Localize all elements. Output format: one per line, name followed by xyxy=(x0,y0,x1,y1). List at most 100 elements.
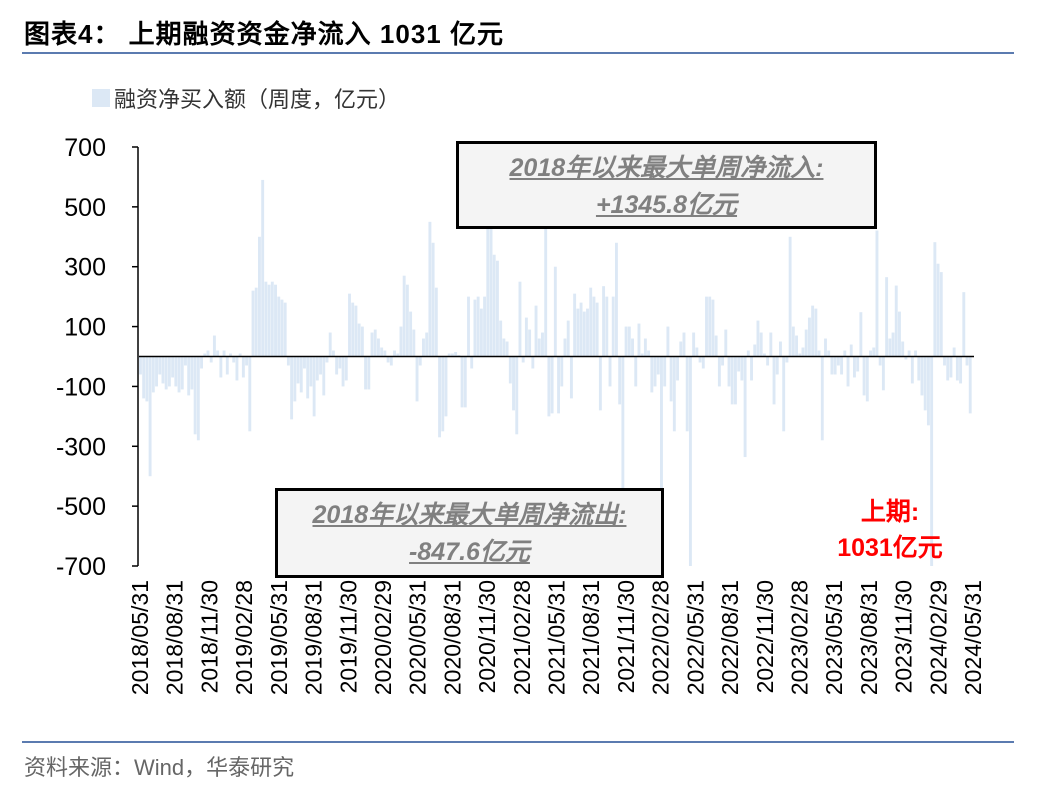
footer-divider xyxy=(22,741,1014,743)
x-tick-label: 2018/05/31 xyxy=(127,580,153,695)
bar xyxy=(750,356,753,381)
bar xyxy=(698,356,702,363)
bar xyxy=(241,356,245,378)
max-inflow-line1: 2018年以来最大单周净流入: xyxy=(509,154,824,182)
max-outflow-line1: 2018年以来最大单周净流出: xyxy=(312,501,627,529)
bar xyxy=(184,356,187,366)
bar xyxy=(309,356,313,387)
bar xyxy=(901,341,905,357)
bar xyxy=(669,356,673,402)
bar xyxy=(560,356,564,387)
max-outflow-annotation: 2018年以来最大单周净流出: -847.6亿元 xyxy=(275,488,664,578)
bar xyxy=(894,285,898,357)
bar xyxy=(348,293,351,357)
bar xyxy=(830,356,834,375)
bar xyxy=(541,332,544,357)
bar xyxy=(280,299,284,357)
bar xyxy=(473,299,477,357)
bar xyxy=(396,353,400,357)
max-inflow-line2: +1345.8亿元 xyxy=(595,191,738,219)
bar xyxy=(492,254,496,357)
bar xyxy=(634,356,638,387)
bar xyxy=(878,356,882,366)
bar xyxy=(158,356,162,375)
bar xyxy=(782,356,786,432)
bar xyxy=(200,356,204,369)
bar xyxy=(325,356,329,363)
x-tick-label: 2023/08/31 xyxy=(856,580,882,695)
y-tick-label: 700 xyxy=(64,134,106,162)
bar xyxy=(270,281,274,357)
bar xyxy=(518,281,522,357)
bar xyxy=(425,332,429,357)
bar xyxy=(148,356,152,477)
bar xyxy=(331,350,335,357)
x-tick-label: 2019/05/31 xyxy=(266,580,292,695)
bar xyxy=(737,356,741,372)
bar xyxy=(959,356,963,384)
x-tick-label: 2020/05/31 xyxy=(405,580,431,695)
bar xyxy=(547,356,551,417)
x-tick-label: 2020/11/30 xyxy=(474,580,500,693)
bar xyxy=(238,353,242,357)
y-tick-label: 500 xyxy=(64,194,106,222)
bar xyxy=(212,335,216,357)
bar xyxy=(422,338,425,357)
bar xyxy=(595,302,599,357)
bar xyxy=(229,353,232,357)
bar xyxy=(885,277,889,357)
bar xyxy=(843,350,847,357)
bar xyxy=(380,347,384,357)
bar xyxy=(907,350,911,357)
bar xyxy=(914,350,918,357)
x-tick-label: 2022/11/30 xyxy=(752,580,778,693)
x-tick-label: 2024/05/31 xyxy=(960,580,986,695)
bar xyxy=(444,356,448,417)
bar xyxy=(779,341,782,357)
bar xyxy=(643,338,647,357)
bar xyxy=(219,356,223,378)
bar xyxy=(164,356,168,390)
bar xyxy=(888,338,892,357)
bar xyxy=(415,356,419,402)
bar xyxy=(608,356,612,387)
bar xyxy=(174,356,178,387)
y-tick-label: 100 xyxy=(64,314,106,342)
bar xyxy=(338,356,342,369)
bar xyxy=(872,347,876,357)
bar xyxy=(952,347,956,357)
bar xyxy=(483,296,487,357)
bar xyxy=(351,302,355,357)
bar xyxy=(579,302,583,357)
bar xyxy=(965,356,969,366)
bar xyxy=(853,356,856,378)
bar xyxy=(405,284,409,357)
bar xyxy=(743,356,747,458)
bar xyxy=(528,329,532,357)
x-tick-label: 2022/08/31 xyxy=(717,580,743,695)
bar xyxy=(335,356,339,375)
bar xyxy=(373,329,377,357)
bar xyxy=(653,356,657,387)
bar xyxy=(232,356,236,363)
bar xyxy=(261,179,265,357)
bar xyxy=(692,332,696,357)
bar xyxy=(746,350,750,357)
bar xyxy=(312,356,316,417)
bar xyxy=(576,308,580,357)
bar xyxy=(489,176,493,357)
bar xyxy=(544,223,548,357)
bar xyxy=(354,305,358,357)
bar xyxy=(798,353,802,357)
bar xyxy=(759,332,763,357)
bar xyxy=(534,305,538,357)
x-tick-label: 2023/05/31 xyxy=(821,580,847,695)
bar xyxy=(286,356,290,366)
bar xyxy=(441,356,445,432)
bar xyxy=(470,356,474,369)
bar xyxy=(409,311,413,357)
bar xyxy=(377,338,380,357)
bar xyxy=(467,296,470,357)
bar xyxy=(502,338,506,357)
bar xyxy=(161,356,165,384)
